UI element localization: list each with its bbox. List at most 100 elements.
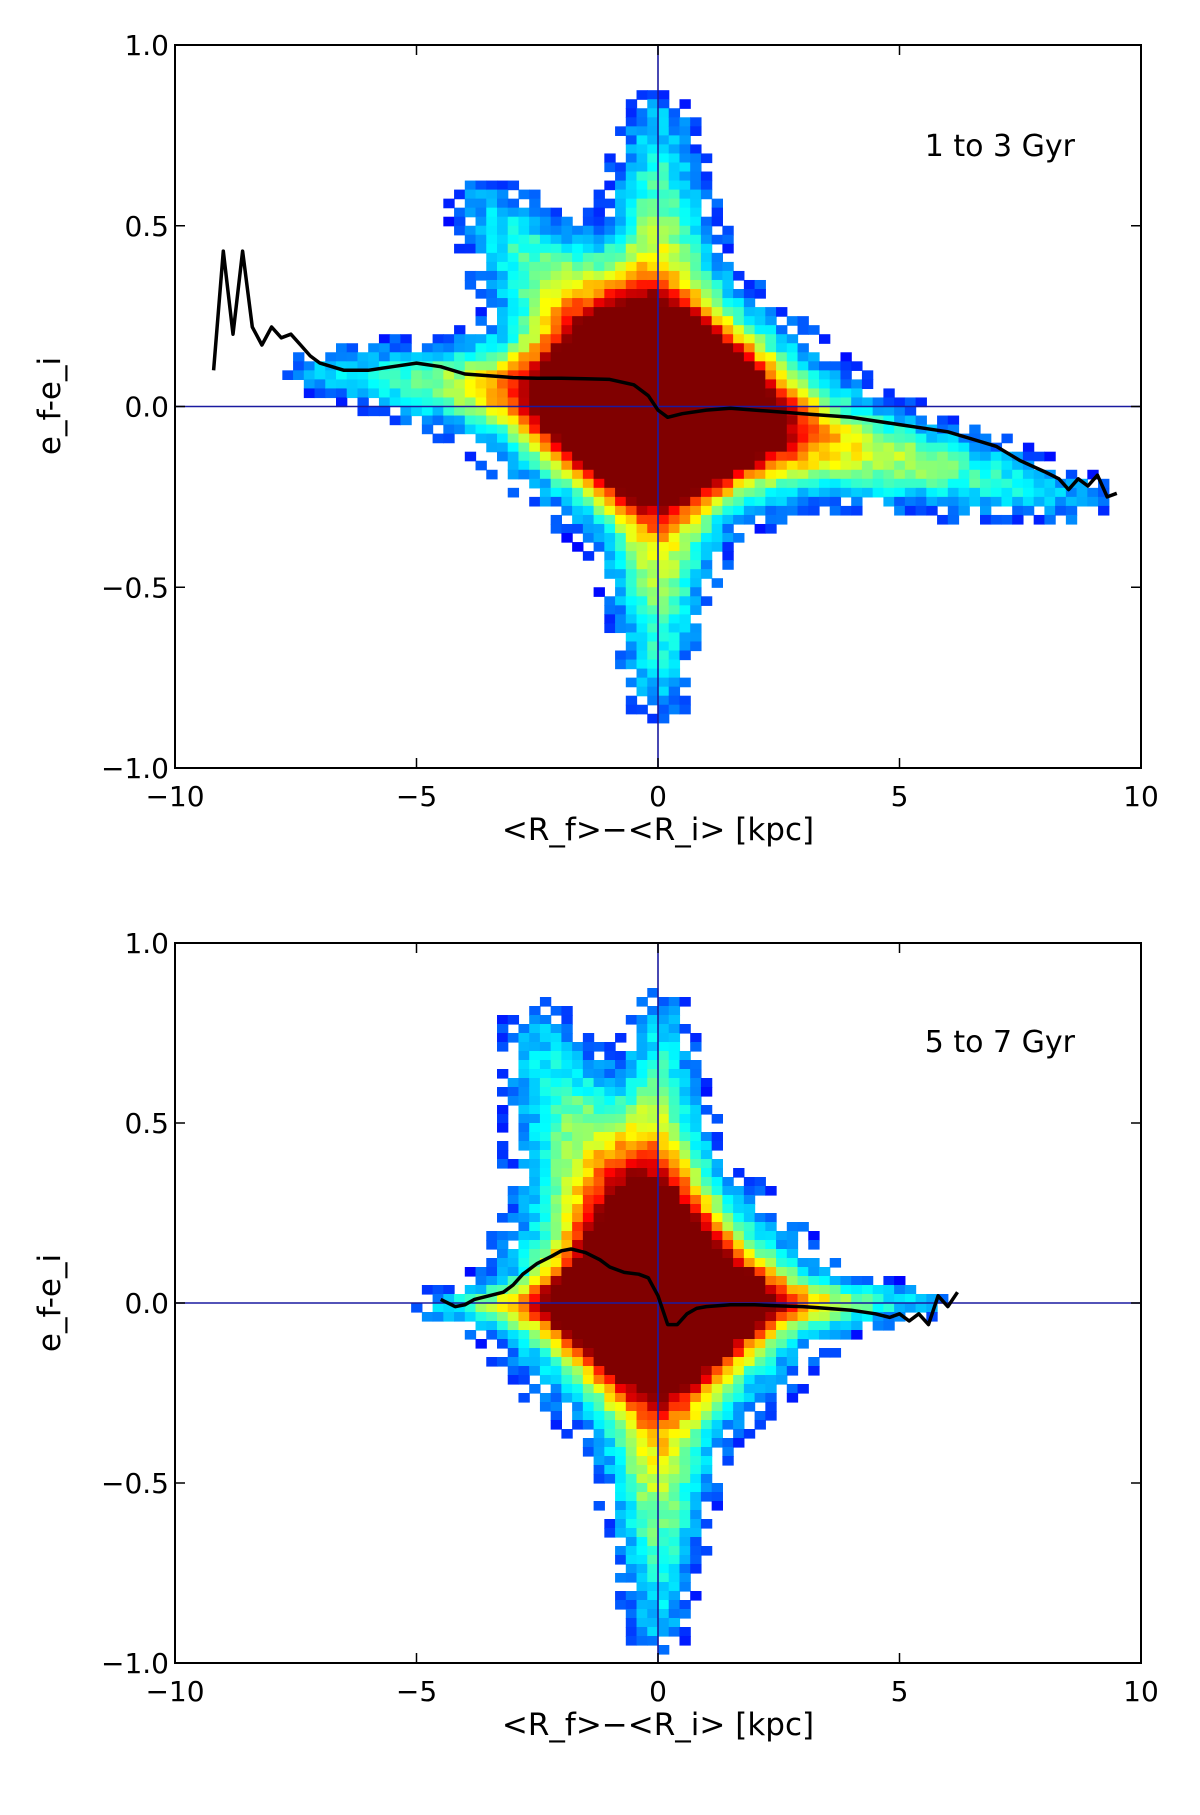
heatmap-cell bbox=[582, 234, 595, 245]
heatmap-cell bbox=[604, 523, 616, 534]
heatmap-cell bbox=[561, 1258, 573, 1268]
heatmap-cell bbox=[625, 1384, 638, 1394]
heatmap-cell bbox=[572, 379, 584, 390]
heatmap-cell bbox=[647, 1051, 659, 1061]
heatmap-cell bbox=[604, 1114, 616, 1124]
heatmap-cell bbox=[1001, 460, 1013, 471]
heatmap-cell bbox=[647, 569, 659, 579]
heatmap-cell bbox=[658, 1339, 670, 1349]
heatmap-cell bbox=[722, 370, 734, 380]
heatmap-cell bbox=[894, 415, 906, 426]
heatmap-cell bbox=[915, 451, 927, 462]
heatmap-cell bbox=[647, 135, 659, 146]
heatmap-cell bbox=[604, 1276, 616, 1286]
heatmap-cell bbox=[325, 388, 337, 399]
x-tick-label: −5 bbox=[396, 780, 437, 813]
heatmap-cell bbox=[915, 1303, 927, 1313]
heatmap-cell bbox=[969, 451, 981, 462]
heatmap-cell bbox=[754, 1348, 766, 1358]
heatmap-cell bbox=[518, 1276, 530, 1286]
heatmap-cell bbox=[722, 1393, 734, 1403]
heatmap-cell bbox=[668, 551, 681, 561]
heatmap-cell bbox=[915, 415, 927, 426]
heatmap-cell bbox=[733, 1213, 745, 1223]
heatmap-cell bbox=[711, 1339, 723, 1349]
heatmap-cell bbox=[690, 542, 702, 552]
heatmap-cell bbox=[679, 1078, 691, 1088]
heatmap-cell bbox=[411, 379, 423, 390]
heatmap-cell bbox=[679, 1501, 691, 1511]
heatmap-cell bbox=[507, 1321, 520, 1331]
heatmap-cell bbox=[690, 487, 702, 498]
heatmap-cell bbox=[711, 406, 723, 417]
heatmap-cell bbox=[776, 343, 788, 353]
heatmap-cell bbox=[647, 198, 659, 209]
heatmap-cell bbox=[550, 1411, 562, 1421]
heatmap-cell bbox=[733, 1429, 745, 1439]
heatmap-cell bbox=[539, 1249, 552, 1259]
heatmap-cell bbox=[754, 1177, 766, 1187]
heatmap-cell bbox=[819, 487, 831, 498]
heatmap-cell bbox=[486, 1240, 498, 1250]
heatmap-cell bbox=[325, 379, 337, 390]
heatmap-cell bbox=[743, 1375, 756, 1385]
heatmap-cell bbox=[518, 325, 530, 335]
heatmap-cell bbox=[497, 1024, 509, 1034]
heatmap-cell bbox=[582, 1177, 595, 1187]
heatmap-cell bbox=[668, 1402, 681, 1412]
heatmap-cell bbox=[658, 126, 670, 136]
heatmap-cell bbox=[690, 1402, 702, 1412]
heatmap-cell bbox=[604, 533, 616, 543]
heatmap-cell bbox=[990, 451, 1003, 462]
heatmap-cell bbox=[518, 1042, 530, 1052]
heatmap-cell bbox=[518, 1294, 530, 1304]
heatmap-cell bbox=[529, 325, 541, 335]
heatmap-cell bbox=[872, 1312, 884, 1322]
heatmap-cell bbox=[658, 1258, 670, 1268]
heatmap-cell bbox=[926, 487, 938, 498]
heatmap-cell bbox=[625, 388, 638, 399]
heatmap-cell bbox=[604, 307, 616, 317]
heatmap-cell bbox=[539, 1177, 552, 1187]
heatmap-cell bbox=[593, 1393, 605, 1403]
heatmap-cell bbox=[668, 216, 681, 227]
heatmap-cell bbox=[550, 1114, 562, 1124]
heatmap-cell bbox=[625, 1402, 638, 1412]
heatmap-cell bbox=[658, 1384, 670, 1394]
heatmap-cell bbox=[475, 397, 487, 408]
heatmap-cell bbox=[797, 1267, 809, 1277]
heatmap-cell bbox=[797, 460, 809, 471]
heatmap-cell bbox=[883, 1321, 895, 1331]
heatmap-cell bbox=[700, 1204, 713, 1214]
heatmap-cell bbox=[722, 542, 734, 552]
heatmap-cell bbox=[765, 1186, 777, 1196]
heatmap-cell bbox=[529, 1105, 541, 1115]
heatmap-cell bbox=[625, 1186, 638, 1196]
heatmap-cell bbox=[582, 1087, 595, 1097]
heatmap-cell bbox=[572, 1276, 584, 1286]
heatmap-cell bbox=[668, 460, 681, 471]
heatmap-cell bbox=[700, 1411, 713, 1421]
heatmap-cell bbox=[743, 415, 756, 426]
heatmap-cell bbox=[786, 316, 799, 326]
heatmap-cell bbox=[754, 1213, 766, 1223]
heatmap-cell bbox=[851, 1276, 863, 1286]
heatmap-cell bbox=[625, 117, 638, 127]
heatmap-cell bbox=[604, 334, 616, 344]
heatmap-cell bbox=[679, 542, 691, 552]
heatmap-cell bbox=[475, 198, 487, 209]
heatmap-cell bbox=[411, 352, 423, 362]
heatmap-cell bbox=[765, 397, 777, 408]
heatmap-cell bbox=[529, 289, 541, 299]
heatmap-cell bbox=[894, 424, 906, 435]
heatmap-cell bbox=[550, 1384, 562, 1394]
heatmap-cell bbox=[883, 451, 895, 462]
heatmap-cell bbox=[754, 523, 766, 534]
heatmap-cell bbox=[819, 478, 831, 489]
heatmap-cell bbox=[550, 289, 562, 299]
heatmap-cell bbox=[636, 1564, 648, 1574]
heatmap-cell bbox=[733, 1222, 745, 1232]
heatmap-cell bbox=[529, 1267, 541, 1277]
heatmap-cell bbox=[647, 1519, 659, 1529]
heatmap-cell bbox=[636, 668, 648, 679]
